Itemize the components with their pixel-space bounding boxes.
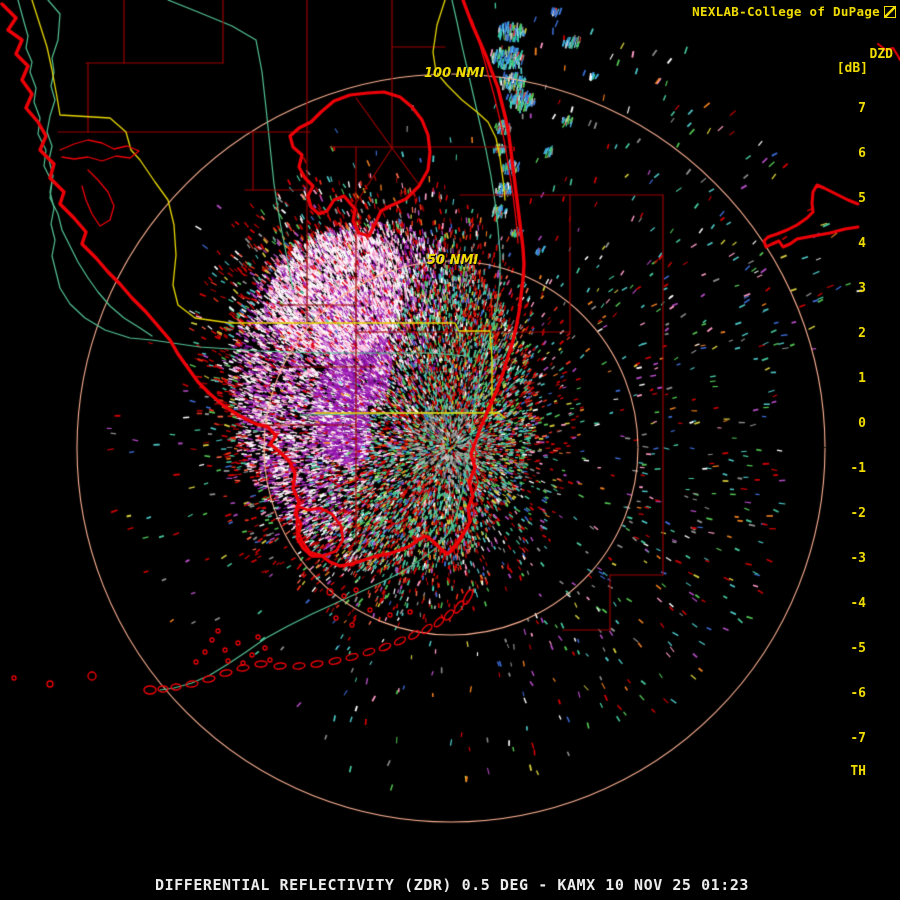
range-ring-label-100nmi: 100 NMI [424, 66, 485, 81]
colorbar-tick-label: -6 [850, 686, 866, 701]
colorbar-tick-label: -1 [850, 461, 866, 476]
colorbar-tick-label: -5 [850, 641, 866, 656]
colorbar-tick-label: 2 [858, 326, 866, 341]
colorbar-units-label: [dB] [836, 61, 868, 76]
colorbar-tick-label: 1 [858, 371, 866, 386]
colorbar-tick-label: 7 [858, 101, 866, 116]
colorbar-threshold-label: TH [850, 764, 866, 779]
colorbar-tick-label: 6 [858, 146, 866, 161]
cod-logo-icon [884, 5, 896, 18]
product-caption: DIFFERENTIAL REFLECTIVITY (ZDR) 0.5 DEG … [154, 876, 750, 894]
colorbar-tick-label: 0 [858, 416, 866, 431]
colorbar-tick-label: -4 [850, 596, 866, 611]
colorbar-tick-label: 5 [858, 191, 866, 206]
colorbar-tick-label: -3 [850, 551, 866, 566]
header-title: NEXLAB-College of DuPage [692, 4, 880, 19]
colorbar-tick-label: 3 [858, 281, 866, 296]
colorbar-tick-label: 4 [858, 236, 866, 251]
range-ring-label-50nmi: 50 NMI [427, 253, 479, 268]
colorbar-product-label: DZD [869, 47, 893, 62]
colorbar-tick-label: -7 [850, 731, 866, 746]
header: NEXLAB-College of DuPage [692, 4, 896, 19]
colorbar-tick-label: -2 [850, 506, 866, 521]
